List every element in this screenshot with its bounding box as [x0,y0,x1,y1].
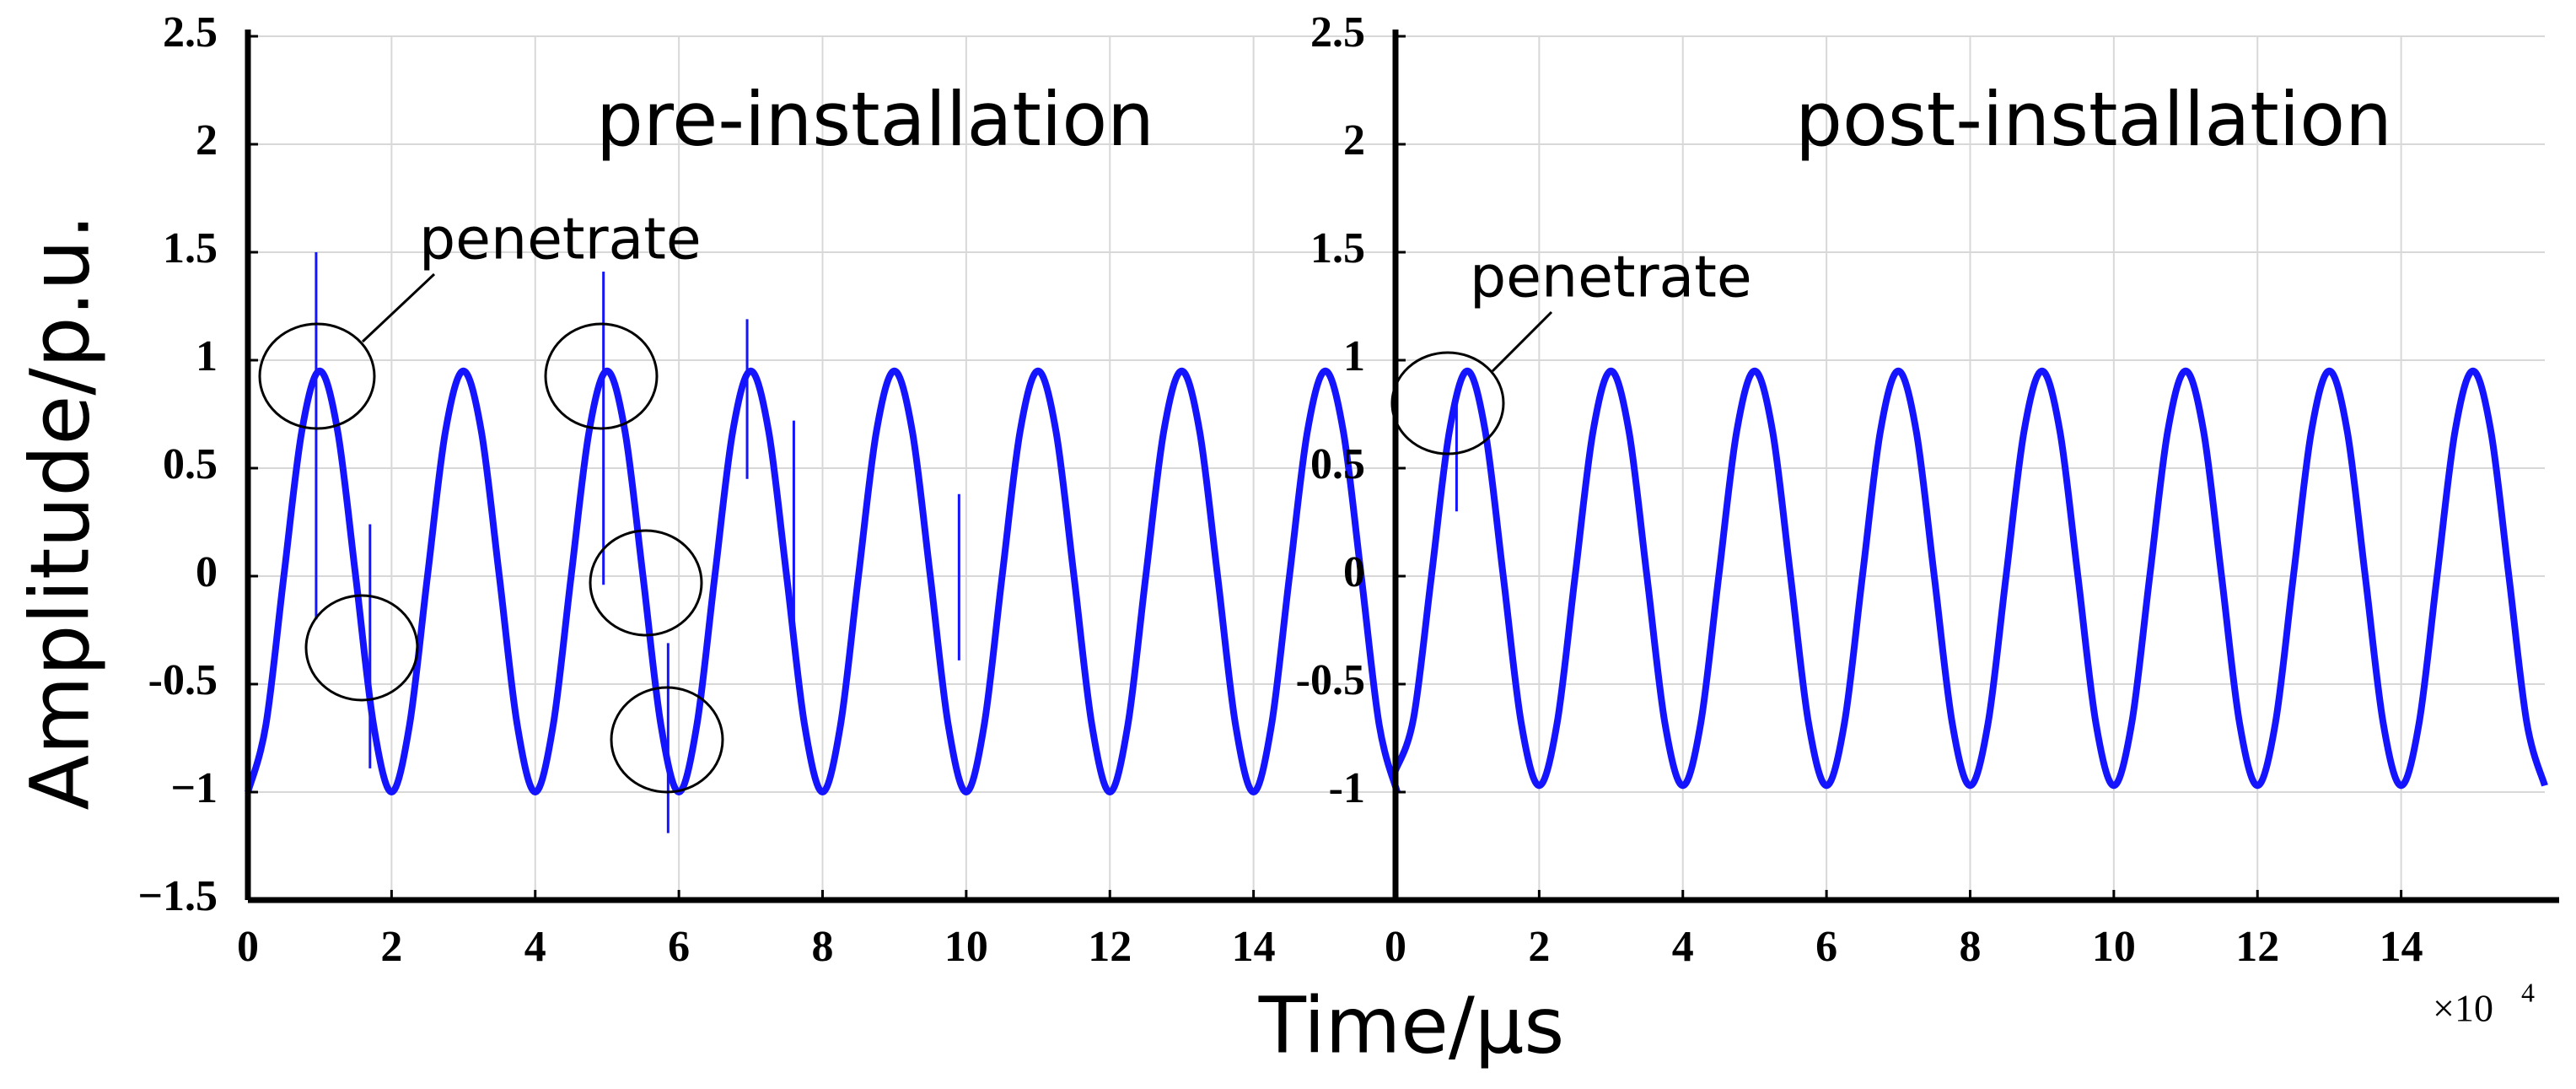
y-tick-label: -0.5 [1296,656,1365,704]
circle [544,322,659,430]
annotation-marks [258,272,1553,794]
x-tick-label: 14 [2380,923,2423,971]
y-tick-label: 2.5 [163,8,218,57]
y-tick-label: -1 [1329,764,1365,812]
y-tick-label: 1 [196,332,218,380]
grid-layer [247,35,2545,901]
signal-line [1392,367,2548,790]
x-axis-label: Time/μs [1258,980,1565,1070]
x-tick-label: 4 [1672,923,1694,971]
y-tick-label: -0.5 [148,656,218,704]
x-tick-label: 8 [812,923,834,971]
annotation: penetrate [1470,245,1752,311]
circle [610,686,724,794]
x-tick-label: 6 [1815,923,1837,971]
x-tick-label: 12 [2235,923,2279,971]
x-tick-label: 10 [2092,923,2136,971]
y-tick-label: 0.5 [1310,440,1365,488]
x-tick-label: 14 [1232,923,1276,971]
x-tick-label: 12 [1088,923,1132,971]
circle [258,322,376,430]
x-multiplier-base: ×10 [2433,987,2493,1030]
y-axis-label: Amplitude/p.u. [13,213,107,810]
y-tick-label: −1.5 [137,872,218,920]
leader-line [361,272,436,343]
y-tick-label: 2 [1343,116,1365,164]
leader-line [1491,310,1553,373]
panel-title: post-installation [1795,76,2392,163]
x-tick-label: 2 [1528,923,1550,971]
x-tick-label: 0 [237,923,259,971]
y-tick-label: 2.5 [1310,8,1365,57]
circle [1390,351,1505,456]
y-tick-label: 2 [196,116,218,164]
y-tick-label: 0.5 [163,440,218,488]
y-tick-label: 1.5 [1310,224,1365,272]
signal-line [245,367,1401,795]
x-tick-label: 2 [380,923,402,971]
x-tick-label: 4 [524,923,546,971]
x-tick-label: 6 [668,923,690,971]
panel-title: pre-installation [596,76,1154,163]
y-tick-label: −1 [170,764,218,812]
axes-layer: −1.5−1-0.500.511.522.50 2 4 6 8 10 12 14-1-0.50… [137,8,2559,971]
x-tick-label: 0 [1385,923,1406,971]
x-tick-label: 10 [944,923,988,971]
y-tick-label: 1 [1343,332,1365,380]
x-multiplier-exponent: 4 [2521,977,2535,1007]
y-tick-label: 0 [196,548,218,596]
circle [304,594,419,702]
y-tick-label: 0 [1343,548,1365,596]
annotation: penetrate [419,207,702,273]
circle [589,529,703,637]
x-tick-label: 8 [1960,923,1982,971]
y-tick-label: 1.5 [163,224,218,272]
